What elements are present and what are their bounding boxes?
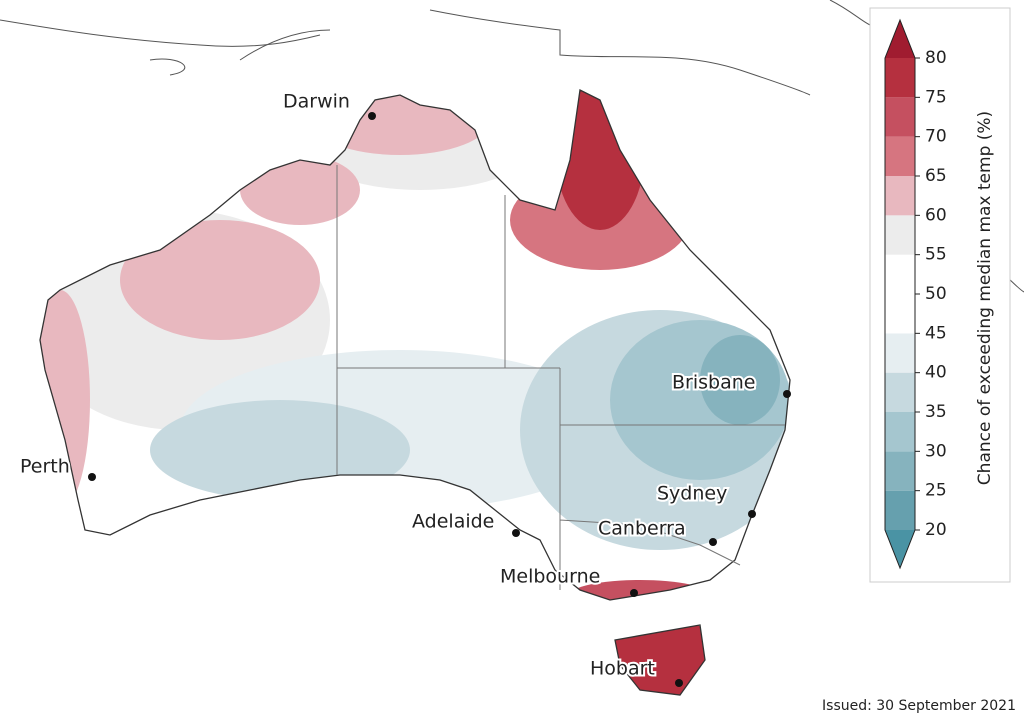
colorbar-band <box>885 412 915 452</box>
colorbar-tick-label: 35 <box>925 402 947 422</box>
coastline <box>39 89 791 696</box>
colorbar-band <box>885 215 915 255</box>
colorbar-tick-label: 45 <box>925 323 947 343</box>
city-label: Sydney <box>657 483 727 505</box>
city-label: Adelaide <box>412 511 494 533</box>
colorbar-band <box>885 176 915 216</box>
colorbar-tick-label: 30 <box>925 441 947 461</box>
colorbar-band <box>885 97 915 137</box>
city-label: Hobart <box>590 658 655 680</box>
colorbar-band <box>885 136 915 176</box>
city-label: Perth <box>20 456 70 478</box>
city-label: Brisbane <box>672 372 755 394</box>
colorbar-tick-label: 55 <box>925 245 947 265</box>
colorbar-tick-label: 80 <box>925 48 947 68</box>
colorbar-tick-label: 25 <box>925 481 947 501</box>
legend-title: Chance of exceeding median max temp (%) <box>975 111 995 485</box>
legend: 20 25 30 35 40 45 50 55 60 65 70 75 80 <box>884 18 947 570</box>
colorbar-band <box>885 294 915 334</box>
issued-date: Issued: 30 September 2021 <box>822 698 1016 714</box>
colorbar-tick-label: 50 <box>925 284 947 304</box>
colorbar-tick-label: 70 <box>925 127 947 147</box>
colorbar-band <box>885 490 915 530</box>
colorbar-under <box>885 530 915 568</box>
colorbar-tick-label: 40 <box>925 363 947 383</box>
city-label: Canberra <box>598 518 686 540</box>
state-borders <box>336 165 785 590</box>
colorbar-band <box>885 254 915 294</box>
city-label: Melbourne <box>500 566 600 588</box>
colorbar-tick-label: 20 <box>925 520 947 540</box>
colorbar-over <box>885 20 915 58</box>
colorbar-band <box>885 451 915 491</box>
city-label: Darwin <box>283 91 350 113</box>
colorbar-band <box>885 58 915 98</box>
colorbar-band <box>885 372 915 412</box>
city-dots <box>88 112 791 687</box>
colorbar-band <box>885 333 915 373</box>
colorbar-tick-label: 65 <box>925 166 947 186</box>
colorbar-tick-label: 75 <box>925 87 947 107</box>
colorbar-tick-label: 60 <box>925 205 947 225</box>
